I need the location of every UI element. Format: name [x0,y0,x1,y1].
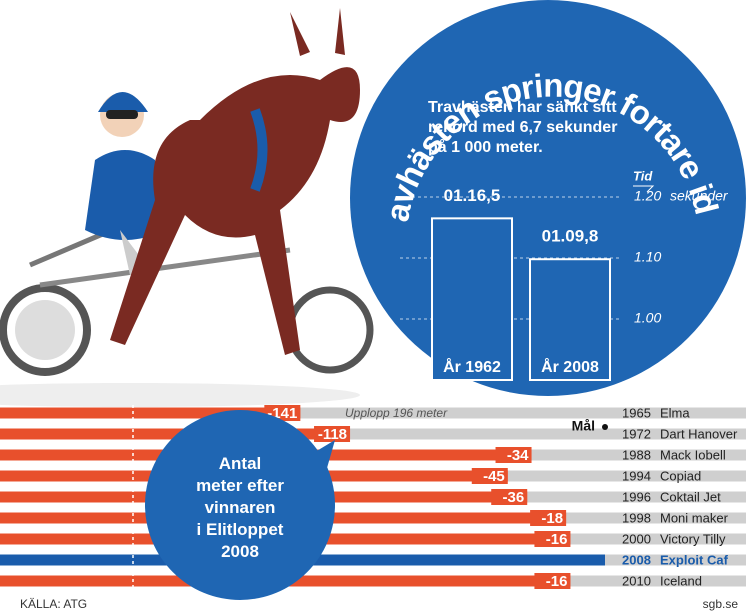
bar [529,258,611,381]
category-label: Copiad [660,468,701,483]
credit: sgb.se [703,597,739,611]
value-label: 01.16,5 [444,186,501,205]
horse-illustration [0,8,374,407]
y-tick-label: 1.20 [634,188,661,204]
value-label: -118 [318,426,347,443]
callout-line: vinnaren [205,498,276,517]
y-axis-label: Tid [633,168,653,183]
y-label-bracket [633,185,655,193]
year-label: 1994 [622,468,651,483]
value-label: -34 [507,447,529,464]
category-label: Dart Hanover [660,426,738,441]
value-label-bg [491,489,528,505]
category-label: Victory Tilly [660,531,726,546]
year-label: 2008 [622,552,651,567]
distance-chart: -141 1965 Elma-118 1972 Dart Hanover-34 1988 M… [0,405,746,590]
callout-bubble [145,410,335,600]
category-label: Elma [660,405,690,420]
finish-dot [602,424,608,430]
category-label: Iceland [660,573,702,588]
subtitle: Travhästen har sänkt sitt rekord med 6,7… [428,99,618,156]
year-label: 1998 [622,510,651,525]
value-label-bg [314,426,351,442]
year-label: 2010 [622,573,651,588]
y-tick-label: 1.10 [634,249,661,265]
callout-line: i Elitloppet [197,520,284,539]
callout-tail [310,440,335,475]
year-label: 2000 [622,531,651,546]
callout-text: Antal meter efter vinnaren i Elitloppet 2008 [196,454,284,561]
year-label: 1996 [622,489,651,504]
value-label-bg [495,447,532,463]
callout-line: Antal [219,454,262,473]
category-label: Coktail Jet [660,489,721,504]
value-label: 01.09,8 [542,227,599,246]
value-label-bg [534,573,571,589]
finish-label: Mål [572,418,595,434]
bar [431,217,513,381]
value-label: -36 [503,489,525,506]
value-label: -18 [541,510,563,527]
year-label: 1965 [622,405,651,420]
y-unit: sekunder [670,188,729,204]
y-tick-label: 1.00 [634,310,661,326]
value-label: -45 [483,468,505,485]
value-label: -16 [546,573,568,590]
callout-line: meter efter [196,476,284,495]
category-label: Mack Iobell [660,447,726,462]
source: KÄLLA: ATG [20,597,87,611]
x-tick-label: År 2008 [541,357,599,376]
category-label: Exploit Caf [660,552,729,567]
value-label-bg [530,510,567,526]
value-label-bg [534,531,571,547]
category-label: Moni maker [660,510,729,525]
callout-line: 2008 [221,542,259,561]
year-label: 1988 [622,447,651,462]
x-tick-label: År 1962 [443,357,501,376]
record-chart: 1.00 1.10 1.20 sekunder Tid 01.16,5 År 1962 01.… [400,168,729,381]
annotation: Upplopp 196 meter [345,406,448,420]
year-label: 1972 [622,426,651,441]
value-label: -16 [546,531,568,548]
value-label-bg [471,468,508,484]
